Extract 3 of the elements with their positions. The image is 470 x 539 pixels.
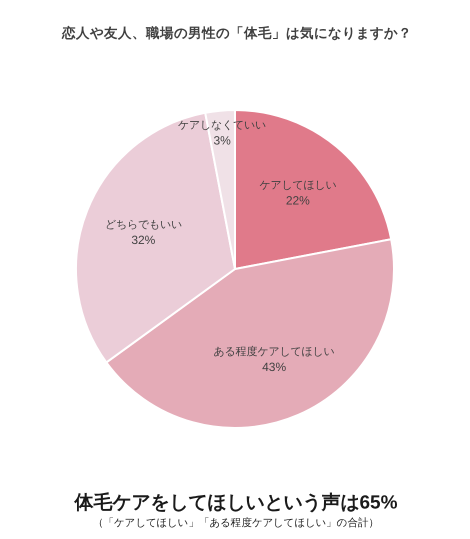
annotation: 体毛ケアをしてほしいという声は65%	[74, 492, 398, 514]
annotation: （「ケアしてほしい」「ある程度ケアしてほしい」の合計）	[92, 517, 380, 529]
title: 恋人や友人、職場の男性の「体毛」は気になりますか？	[62, 26, 412, 40]
